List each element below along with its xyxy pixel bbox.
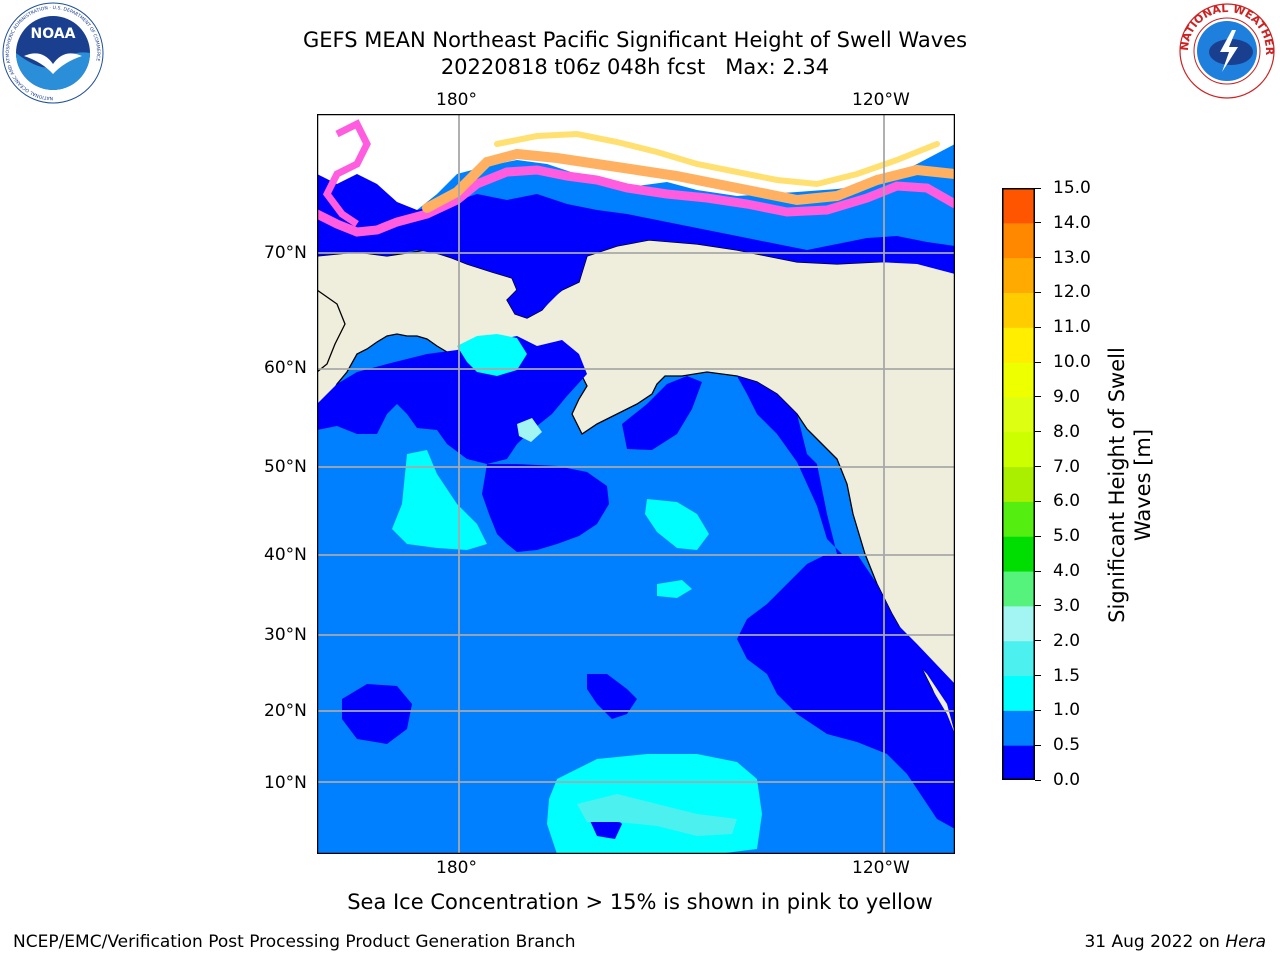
date-text: 31 Aug 2022 on xyxy=(1084,932,1226,952)
colorbar-tick-mark xyxy=(1035,709,1041,711)
lat-tick-60n: 60°N xyxy=(264,358,307,378)
sea-ice-orange xyxy=(422,148,960,213)
colorbar-segment xyxy=(1002,745,1035,781)
swell-high-south xyxy=(577,794,737,836)
colorbar-tick-label: 3.0 xyxy=(1053,595,1081,616)
lon-tick-bottom-120w: 120°W xyxy=(852,858,910,878)
colorbar xyxy=(1002,188,1035,781)
swell-low-hawaii xyxy=(587,674,637,719)
colorbar-segment xyxy=(1002,466,1035,502)
colorbar-tick-mark xyxy=(1035,500,1041,502)
lat-tick-40n: 40°N xyxy=(264,545,307,565)
colorbar-tick-label: 4.0 xyxy=(1053,561,1081,582)
colorbar-tick-mark xyxy=(1035,431,1041,433)
colorbar-tick-mark xyxy=(1035,779,1041,781)
colorbar-tick-label: 7.0 xyxy=(1053,456,1081,477)
sea-ice-yellow xyxy=(494,130,940,188)
lat-tick-10n: 10°N xyxy=(264,773,307,793)
credit-line: NCEP/EMC/Verification Post Processing Pr… xyxy=(13,932,576,952)
colorbar-tick-label: 5.0 xyxy=(1053,526,1081,547)
colorbar-tick-label: 12.0 xyxy=(1053,282,1091,303)
colorbar-tick-mark xyxy=(1035,222,1041,224)
sea-ice-pink xyxy=(312,165,960,237)
colorbar-tick-mark xyxy=(1035,675,1041,677)
colorbar-tick-mark xyxy=(1035,640,1041,642)
colorbar-segment xyxy=(1002,640,1035,677)
colorbar-segment xyxy=(1002,710,1035,746)
swell-mid-small xyxy=(657,580,692,598)
arctic-low-swell xyxy=(317,174,955,318)
colorbar-tick-mark xyxy=(1035,570,1041,572)
swell-low-southeast xyxy=(927,794,955,829)
lon-tick-bottom-180: 180° xyxy=(436,858,477,878)
colorbar-tick-label: 1.5 xyxy=(1053,665,1081,686)
host-name: Hera xyxy=(1225,932,1266,952)
colorbar-tick-label: 0.0 xyxy=(1053,770,1081,790)
map-title: GEFS MEAN Northeast Pacific Significant … xyxy=(302,28,968,52)
colorbar-segment xyxy=(1002,362,1035,398)
colorbar-segment xyxy=(1002,222,1035,259)
colorbar-tick-label: 11.0 xyxy=(1053,317,1091,338)
swell-mid-central xyxy=(645,499,709,550)
colorbar-tick-label: 6.0 xyxy=(1053,491,1081,512)
swell-high-bering-spot xyxy=(517,418,542,442)
date-line: 31 Aug 2022 on Hera xyxy=(1084,932,1266,952)
colorbar-segment xyxy=(1002,257,1035,293)
colorbar-tick-mark xyxy=(1035,605,1041,607)
map-frame xyxy=(316,113,956,855)
colorbar-tick-label: 9.0 xyxy=(1053,386,1081,407)
colorbar-segment xyxy=(1002,571,1035,607)
colorbar-tick-label: 1.0 xyxy=(1053,700,1081,721)
colorbar-tick-label: 14.0 xyxy=(1053,212,1091,233)
colorbar-label-line2: Waves [m] xyxy=(1131,428,1155,542)
colorbar-tick-label: 13.0 xyxy=(1053,247,1091,268)
graticule xyxy=(317,114,955,854)
swell-mid-west xyxy=(392,450,487,550)
colorbar-tick-mark xyxy=(1035,326,1041,328)
lat-tick-20n: 20°N xyxy=(264,701,307,721)
lat-tick-70n: 70°N xyxy=(264,243,307,263)
map-panel xyxy=(312,113,960,855)
colorbar-label-line1: Significant Height of Swell xyxy=(1105,347,1129,623)
colorbar-tick-mark xyxy=(1035,187,1041,189)
swell-mid-bering xyxy=(457,334,527,376)
colorbar-segment xyxy=(1002,188,1035,224)
map-subtitle: 20220818 t06z 048h fcst Max: 2.34 xyxy=(440,55,830,79)
colorbar-tick-label: 8.0 xyxy=(1053,421,1081,442)
colorbar-segment xyxy=(1002,327,1035,363)
colorbar-segment xyxy=(1002,292,1035,328)
swell-low-gulf-alaska xyxy=(622,376,702,450)
colorbar-segment xyxy=(1002,501,1035,537)
colorbar-tick-mark xyxy=(1035,361,1041,363)
colorbar-tick-label: 2.0 xyxy=(1053,630,1081,651)
swell-low-aleutian xyxy=(482,464,609,552)
colorbar-tick-label: 15.0 xyxy=(1053,178,1091,198)
colorbar-tick-label: 10.0 xyxy=(1053,352,1091,373)
colorbar-segment xyxy=(1002,675,1035,711)
lat-tick-30n: 30°N xyxy=(264,625,307,645)
colorbar-label: Significant Height of Swell Waves [m] xyxy=(1104,315,1156,655)
sea-ice-pink-west xyxy=(322,119,371,227)
lon-tick-top-120w: 120°W xyxy=(852,90,910,110)
colorbar-tick-mark xyxy=(1035,744,1041,746)
colorbar-segment xyxy=(1002,536,1035,572)
colorbar-segment xyxy=(1002,431,1035,468)
colorbar-segment xyxy=(1002,605,1035,642)
colorbar-tick-mark xyxy=(1035,466,1041,468)
colorbar-frame xyxy=(1002,188,1035,780)
noaa-logo-text: NOAA xyxy=(31,26,76,42)
sea-ice-caption: Sea Ice Concentration > 15% is shown in … xyxy=(347,890,933,914)
colorbar-tick-mark xyxy=(1035,396,1041,398)
nws-logo: NATIONAL WEATHER SERVICE xyxy=(1172,0,1278,100)
colorbar-tick-label: 0.5 xyxy=(1053,735,1081,756)
swell-low-west-pacific xyxy=(342,684,412,744)
colorbar-tick-mark xyxy=(1035,535,1041,537)
colorbar-segment xyxy=(1002,396,1035,433)
colorbar-tick-mark xyxy=(1035,257,1041,259)
lon-tick-top-180: 180° xyxy=(436,90,477,110)
lat-tick-50n: 50°N xyxy=(264,457,307,477)
swell-low-east-pacific xyxy=(737,554,955,814)
noaa-logo: NOAA NATIONAL OCEANIC AND ATMOSPHERIC AD… xyxy=(2,2,104,104)
colorbar-tick-mark xyxy=(1035,291,1041,293)
